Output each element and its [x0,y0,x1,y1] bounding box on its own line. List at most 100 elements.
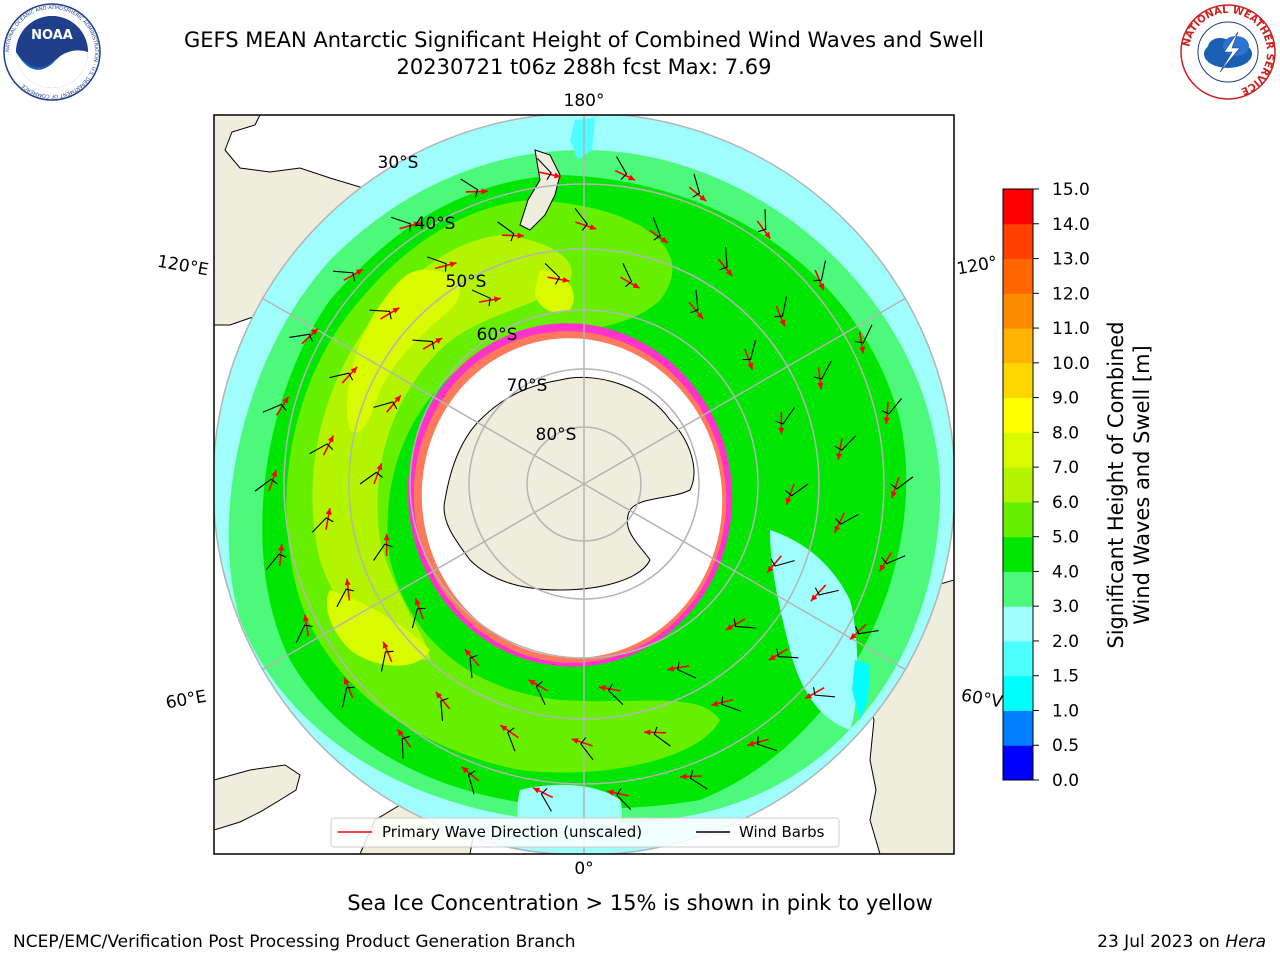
wind-barb [616,788,632,811]
lat-label-70s: 70°S [507,376,548,396]
wind-barb [507,727,516,752]
sea-ice-caption: Sea Ice Concentration > 15% is shown in … [347,891,933,915]
colorbar-tick-label: 15.0 [1052,180,1090,200]
colorbar-swatch [1003,710,1033,746]
wind-barb [721,696,741,712]
wind-barb [775,407,795,425]
wave-arrow-head [778,427,785,435]
graticule [214,115,954,854]
colorbar: 0.0 0.5 1.0 1.5 2.0 3.0 4.0 5.0 6.0 7.0 8.0 9.0 10.0… [1002,180,1090,791]
chart-title: GEFS MEAN Antarctic Significant Height o… [183,28,985,52]
wind-barb [652,216,661,241]
wave-arrow-head [785,497,792,505]
lat-label-80s: 80°S [536,425,577,445]
lon-label-60w: 60°V [960,686,1005,713]
wind-barb [814,587,839,596]
map-frame [213,114,955,855]
colorbar-border [1002,188,1034,781]
wind-barb [580,737,594,761]
colorbar-tick-label: 2.0 [1052,632,1079,652]
lon-label-60e: 60°E [164,687,208,714]
wind-barb [607,683,624,705]
wave-arrow-head [414,598,421,606]
wave-arrow-head [817,382,824,390]
wave-arrow-head [667,665,675,672]
colorbar-tick-label: 0.5 [1052,736,1079,756]
wave-arrow-head [805,692,813,699]
wave-arrow-head [517,232,524,239]
wind-barb [336,588,355,608]
wave-arrow-head [344,578,351,586]
colorbar-swatch [1003,432,1033,468]
wind-barb [689,770,708,790]
wind-barb [469,654,478,679]
wave-arrow-head [818,283,825,291]
wind-barb [622,263,633,288]
wind-barb [733,618,756,629]
wave-arrow-head [764,231,771,239]
colorbar-swatch [1003,571,1033,607]
wind-barb [535,680,546,705]
wind-barb [653,726,671,747]
lat-label-50s: 50°S [446,272,487,292]
wave-arrow-head [699,194,707,202]
wave-arrow-head [435,691,443,699]
colorbar-swatch [1003,467,1033,503]
legend-barb-label: Wind Barbs [739,823,825,841]
colorbar-tick-label: 14.0 [1052,215,1090,235]
wave-arrow-head [397,729,404,737]
wind-barb [813,260,827,282]
colorbar-tick-label: 12.0 [1052,284,1090,304]
new-zealand-land [519,149,561,231]
wind-barb [497,221,515,242]
wave-arrow-head [413,221,421,228]
wave-arrow-head [461,766,469,774]
wave-arrow-head [392,307,400,314]
colorbar-tick-label: 1.5 [1052,667,1079,687]
wind-barb [341,686,355,708]
wave-arrow-head [464,648,472,656]
wave-arrow-head [528,679,536,686]
wave-arrow-head [747,362,754,370]
wave-arrow-head [725,624,733,630]
wave-arrow-head [879,564,886,572]
colorbar-label-line2: Wind Waves and Swell [m] [1130,345,1154,625]
wave-arrow-head [607,789,615,796]
wave-arrow-head [725,269,733,277]
wind-barb [776,648,799,659]
wave-arrow-head [660,236,668,243]
wind-barb [373,401,398,410]
wind-barb [757,209,767,233]
wave-arrow-head [680,773,687,780]
wave-arrow-head [632,282,640,289]
lon-label-120w: 120° [955,253,999,280]
wave-arrow-head [493,296,501,303]
wind-barb [813,360,832,380]
legend: Primary Wave Direction (unscaled) Wind B… [330,817,840,848]
wave-arrow-head [883,417,890,424]
wind-barb [262,403,287,413]
lat-label-30s: 30°S [378,153,419,173]
footer-host: Hera [1225,932,1266,952]
wind-barb [460,178,479,198]
wind-barb [373,543,393,561]
wave-arrow-head [343,677,350,685]
wind-barb [369,309,392,320]
wind-barb [359,471,383,485]
wave-arrow-head [376,463,383,471]
wave-arrow-head [350,366,358,374]
wind-barb [295,624,313,644]
wave-arrow-head [327,435,334,443]
wave-arrow-head [859,346,866,354]
wind-barb [544,263,561,285]
wave-arrow-head [598,685,606,692]
colorbar-tick-label: 7.0 [1052,458,1079,478]
colorbar-tick-label: 1.0 [1052,701,1079,721]
wind-barb [677,661,697,679]
wind-barb [616,156,628,181]
colorbar-tick-label: 13.0 [1052,250,1090,270]
wave-arrow-head [481,188,488,195]
wind-barb [289,333,314,342]
colorbar-swatch [1003,501,1033,538]
